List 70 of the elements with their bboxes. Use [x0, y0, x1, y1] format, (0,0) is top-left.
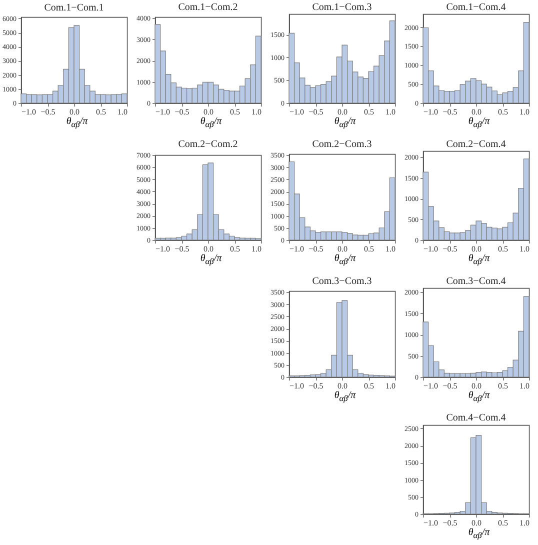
x-axis-title: θ$_{αβ}$/π — [333, 116, 357, 131]
chart-title: Com.2−Com.4 — [446, 139, 506, 150]
x-axis-title: θ$_{αβ}$/π — [467, 253, 491, 268]
x-tick-label: −1.0 — [156, 108, 170, 116]
x-tick-label: −0.5 — [40, 108, 56, 116]
x-tick-label: 0.5 — [498, 382, 508, 390]
x-tick-label: 1.0 — [252, 108, 262, 116]
x-tick-label: −1.0 — [156, 244, 170, 254]
x-tick-label: 0.5 — [364, 244, 374, 254]
chart-title: Com.3−Com.3 — [312, 276, 372, 288]
x-tick-label: 0.0 — [204, 244, 214, 254]
x-axis-title: θ$_{αβ}$/π — [333, 253, 357, 268]
x-tick-label: 0.0 — [338, 382, 348, 390]
x-axis-title: θ$_{αβ}$/π — [467, 116, 491, 131]
x-tick-label: −0.5 — [174, 244, 190, 254]
x-axis-title: θ$_{αβ}$/π — [333, 390, 357, 405]
x-tick-label: −0.5 — [442, 108, 458, 116]
x-tick-label: 1.0 — [520, 244, 530, 254]
x-tick-label: 1.0 — [118, 108, 128, 116]
x-tick-label: 0.5 — [96, 108, 106, 116]
chart-title: Com.1−Com.3 — [312, 2, 372, 13]
x-tick-label: 0.5 — [230, 108, 240, 116]
x-axis-title: θ$_{αβ}$/π — [65, 116, 89, 131]
chart-title: Com.1−Com.4 — [446, 2, 506, 13]
x-tick-label: 0.0 — [338, 244, 348, 254]
x-tick-label: 0.5 — [364, 108, 374, 116]
x-axis-title: θ$_{αβ}$/π — [467, 390, 491, 405]
chart-title: Com.2−Com.3 — [312, 139, 372, 150]
x-tick-label: 0.0 — [472, 108, 482, 116]
chart-title: Com.3−Com.4 — [446, 276, 506, 287]
x-tick-label: 0.5 — [498, 244, 508, 254]
x-tick-label: −0.5 — [308, 244, 324, 254]
x-tick-label: 0.0 — [472, 244, 482, 254]
chart-title: Com.1−Com.1 — [44, 2, 104, 14]
x-tick-label: 1.0 — [386, 382, 396, 390]
x-tick-label: −0.5 — [442, 382, 458, 390]
chart-title: Com.4−Com.4 — [446, 412, 506, 424]
x-tick-label: 0.5 — [498, 518, 508, 528]
x-tick-label: −1.0 — [424, 382, 438, 390]
x-tick-label: −1.0 — [290, 108, 304, 116]
x-tick-label: −1.0 — [290, 244, 304, 254]
x-tick-label: −0.5 — [442, 244, 458, 254]
x-axis-title: θ$_{αβ}$/π — [467, 527, 491, 542]
x-tick-label: −0.5 — [442, 518, 458, 528]
x-tick-label: 0.0 — [70, 108, 80, 116]
x-tick-label: 0.0 — [338, 108, 348, 116]
x-tick-label: 1.0 — [520, 108, 530, 116]
x-tick-label: −0.5 — [174, 108, 190, 116]
x-tick-label: −1.0 — [424, 108, 438, 116]
x-axis-title: θ$_{αβ}$/π — [199, 116, 223, 131]
chart-title: Com.1−Com.2 — [178, 2, 238, 14]
x-tick-label: −0.5 — [308, 382, 324, 390]
x-tick-label: 1.0 — [386, 108, 396, 116]
x-tick-label: 0.5 — [364, 382, 374, 390]
x-tick-label: −0.5 — [308, 108, 324, 116]
chart-title: Com.2−Com.2 — [178, 139, 238, 150]
x-tick-label: 0.5 — [230, 244, 240, 254]
x-tick-label: 0.0 — [472, 382, 482, 390]
x-tick-label: −1.0 — [424, 244, 438, 254]
x-axis-title: θ$_{αβ}$/π — [199, 253, 223, 268]
x-tick-label: 0.5 — [498, 108, 508, 116]
x-tick-label: 0.0 — [472, 518, 482, 528]
x-tick-label: −1.0 — [22, 108, 36, 116]
x-tick-label: 0.0 — [204, 108, 214, 116]
x-tick-label: −1.0 — [424, 518, 438, 528]
x-tick-label: 1.0 — [252, 244, 262, 254]
x-tick-label: 1.0 — [386, 244, 396, 254]
x-tick-label: 1.0 — [520, 518, 530, 528]
x-tick-label: −1.0 — [290, 382, 304, 390]
x-tick-label: 1.0 — [520, 382, 530, 390]
